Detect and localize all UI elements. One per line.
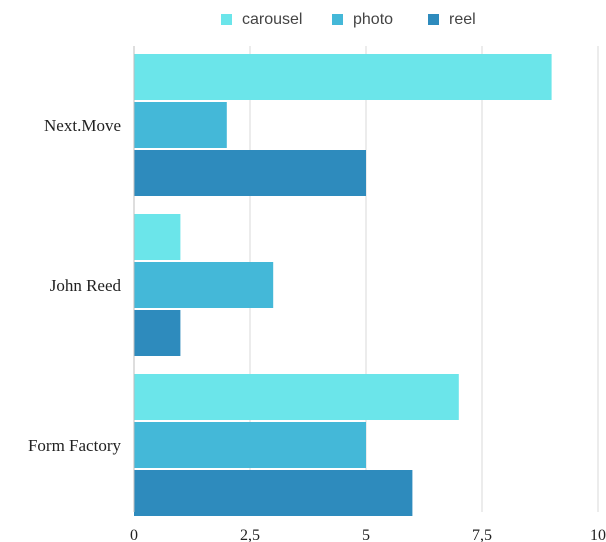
category-label: Next.Move (44, 116, 121, 135)
bars (134, 54, 552, 516)
x-tick-label: 2,5 (240, 527, 260, 542)
x-tick-label: 5 (362, 527, 370, 542)
x-tick-label: 10 (590, 527, 606, 542)
legend-label: carousel (242, 11, 302, 28)
x-tick-label: 0 (130, 527, 138, 542)
bar-reel (134, 150, 366, 196)
bar-photo (134, 422, 366, 468)
bar-photo (134, 262, 274, 308)
x-tick-label: 7,5 (472, 527, 492, 542)
bar-reel (134, 310, 181, 356)
legend-label: reel (449, 11, 476, 28)
legend: carousel photo reel (221, 11, 476, 28)
category-label: Form Factory (28, 436, 122, 455)
legend-item-reel: reel (428, 11, 476, 28)
legend-swatch (221, 14, 232, 25)
category-label: John Reed (50, 276, 122, 295)
legend-swatch (428, 14, 439, 25)
category-labels: Next.Move John Reed Form Factory (28, 116, 122, 455)
tick-labels: 0 2,5 5 7,5 10 (130, 527, 606, 542)
legend-label: photo (353, 11, 393, 28)
legend-item-photo: photo (332, 11, 393, 28)
bar-carousel (134, 54, 552, 100)
bar-photo (134, 102, 227, 148)
bar-carousel (134, 374, 459, 420)
bar-reel (134, 470, 413, 516)
legend-item-carousel: carousel (221, 11, 302, 28)
legend-swatch (332, 14, 343, 25)
bar-carousel (134, 214, 181, 260)
